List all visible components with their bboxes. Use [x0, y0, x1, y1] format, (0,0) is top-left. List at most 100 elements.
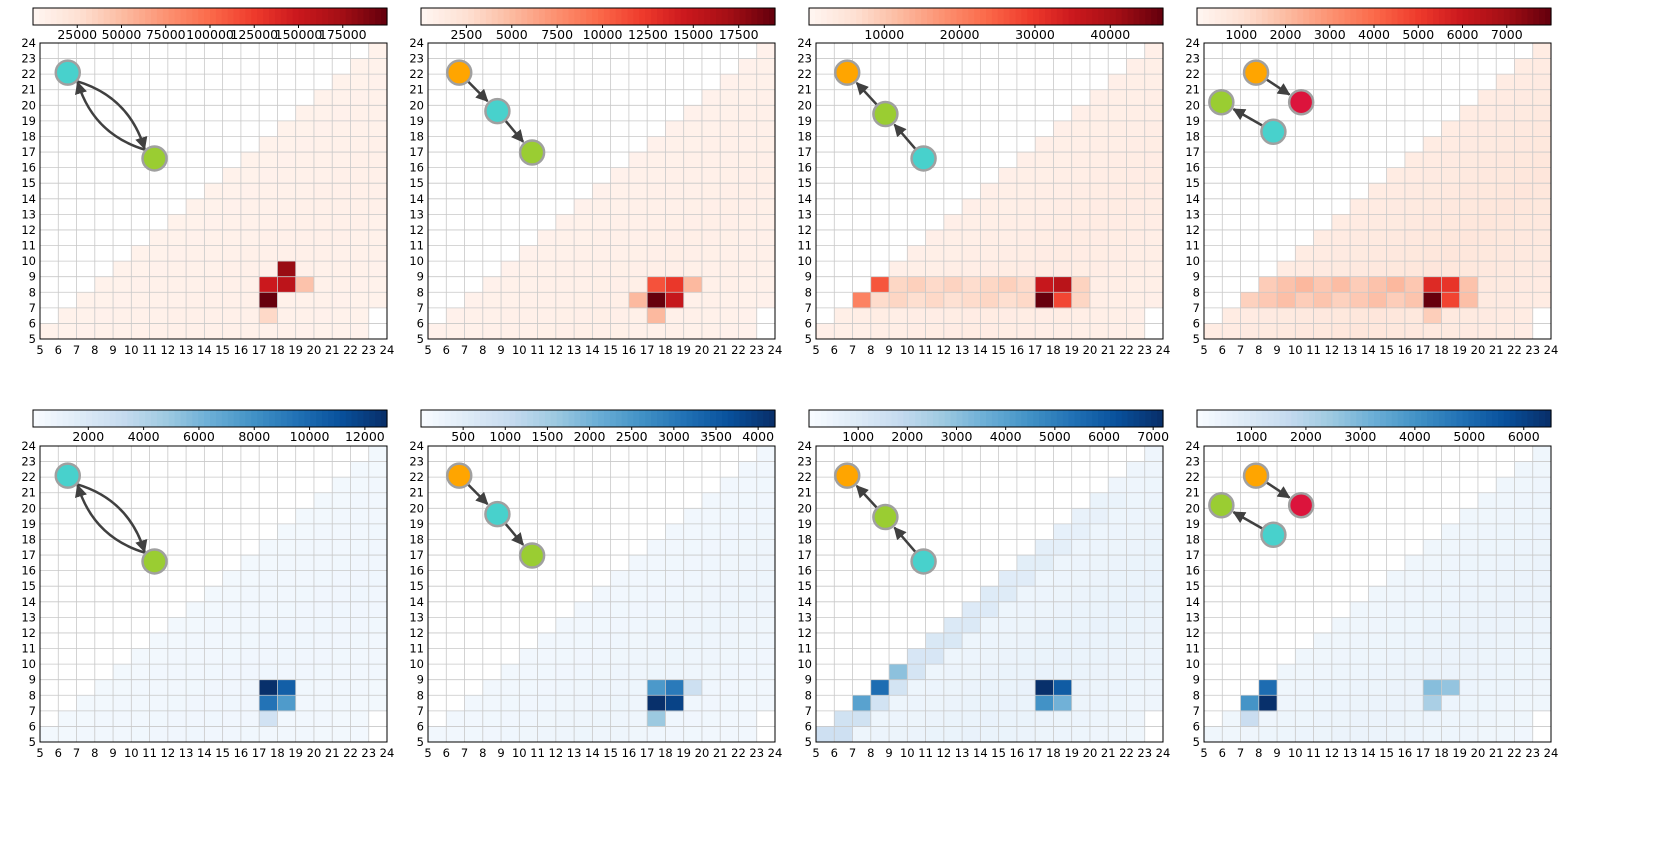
heatmap-cell — [1108, 508, 1127, 525]
y-tick-label: 7 — [805, 301, 812, 315]
plot-frame — [39, 445, 388, 743]
heatmap-cell — [907, 664, 926, 680]
heatmap-cell — [980, 586, 999, 603]
colorbar-segment — [1092, 410, 1099, 427]
colorbar-segment — [1350, 8, 1357, 25]
colorbar-segment — [1427, 410, 1434, 427]
motif-node — [54, 462, 82, 489]
y-tick-label: 17 — [797, 145, 812, 159]
heatmap-cell — [1035, 601, 1054, 618]
heatmap-cell — [1071, 601, 1091, 618]
tick-labels: 5566778899101011111212131314141515161617… — [1185, 36, 1558, 357]
heatmap-cell — [222, 214, 242, 231]
colorbar-segment — [1009, 8, 1017, 25]
heatmap-cell — [720, 89, 739, 106]
heatmap-cell — [720, 136, 739, 153]
heatmap-cell — [295, 261, 315, 277]
y-tick-label: 13 — [21, 207, 36, 221]
colorbar-segment — [186, 8, 193, 25]
colorbar-segment — [1261, 410, 1269, 427]
heatmap-panel-2: 2500 5000 7500 10000 12500 15000 1750055667788… — [409, 7, 782, 357]
colorbar-segment — [263, 8, 270, 25]
colorbar-segment — [1197, 8, 1204, 25]
heatmap-cell — [1459, 617, 1479, 634]
heatmap-cell — [628, 261, 648, 277]
colorbar-segment — [627, 8, 634, 25]
heatmap-cell — [240, 601, 260, 618]
heatmap-cell — [1089, 570, 1109, 587]
y-tick-label: 22 — [21, 470, 36, 484]
x-tick-label: 7 — [461, 343, 468, 357]
heatmap-cell — [1368, 601, 1387, 618]
heatmap-cell — [1459, 601, 1479, 618]
y-tick-label: 16 — [409, 564, 424, 578]
colorbar-segment — [133, 410, 140, 427]
heatmap-cell — [368, 664, 388, 680]
colorbar-segment — [62, 410, 69, 427]
heatmap-cell — [1459, 105, 1479, 122]
colorbar-segment — [139, 8, 146, 25]
heatmap-cell — [1108, 276, 1127, 293]
colorbar-tick-label: 100000 — [186, 27, 234, 42]
heatmap-cell — [592, 323, 611, 340]
heatmap-cell — [1404, 648, 1424, 665]
heatmap-cell — [962, 292, 981, 309]
heatmap-cell — [350, 292, 370, 309]
heatmap-cell — [1514, 292, 1534, 309]
colorbar-segment — [556, 410, 564, 427]
y-tick-label: 16 — [797, 161, 812, 175]
x-tick-label: 17 — [252, 343, 267, 357]
heatmap-cell — [1386, 601, 1406, 618]
heatmap-cell — [295, 539, 315, 556]
heatmap-cell — [665, 632, 684, 649]
heatmap-cell — [1459, 214, 1479, 231]
heatmap-cell — [313, 89, 333, 106]
heatmap-cell — [1532, 58, 1552, 75]
heatmap-cell — [574, 307, 593, 324]
heatmap-cell — [277, 648, 296, 665]
heatmap-cell — [1144, 648, 1164, 665]
heatmap-cell — [555, 648, 575, 665]
heatmap-cell — [1071, 120, 1091, 137]
colorbar-segment — [962, 410, 969, 427]
heatmap-cell — [368, 74, 388, 91]
heatmap-cell — [464, 710, 484, 727]
heatmap-cell — [131, 648, 150, 665]
heatmap-cell — [943, 664, 963, 680]
heatmap-cell — [1144, 492, 1164, 509]
x-tick-label: 5 — [424, 343, 431, 357]
heatmap-cell — [574, 695, 593, 712]
y-tick-label: 10 — [21, 657, 36, 671]
heatmap-cell — [610, 276, 630, 293]
heatmap-cell — [537, 710, 557, 727]
heatmap-cell — [1035, 198, 1054, 215]
heatmap-cell — [665, 648, 684, 665]
colorbar-segment — [444, 8, 452, 25]
heatmap-cell — [1277, 292, 1296, 309]
colorbar-segment — [1039, 8, 1046, 25]
x-tick-label: 9 — [1273, 343, 1280, 357]
x-tick-label: 5 — [812, 746, 819, 760]
colorbar-segment — [686, 8, 693, 25]
heatmap-cell — [1423, 539, 1442, 556]
heatmap-cell — [1108, 89, 1127, 106]
heatmap-cell — [295, 726, 315, 743]
heatmap-cell — [943, 292, 963, 309]
x-tick-label: 20 — [307, 343, 322, 357]
heatmap-cell — [1441, 586, 1460, 603]
heatmap-cell — [222, 710, 242, 727]
heatmap-cell — [943, 648, 963, 665]
heatmap-cell — [277, 710, 296, 727]
plot-frame — [815, 42, 1164, 340]
heatmap-cell — [998, 276, 1018, 293]
colorbar-segment — [339, 410, 347, 427]
tick-labels: 5566778899101011111212131314141515161617… — [409, 36, 782, 357]
heatmap-cell — [683, 648, 703, 665]
colorbar: 1000 2000 3000 4000 5000 6000 7000 — [1196, 7, 1552, 42]
heatmap-cell — [1532, 679, 1552, 696]
heatmap-panel-5: 2000 4000 6000 8000 10000 1200055667788991010… — [21, 409, 394, 760]
heatmap-cell — [1386, 726, 1406, 743]
x-tick-label: 14 — [585, 343, 600, 357]
heatmap-cell — [1126, 679, 1146, 696]
colorbar-segment — [1433, 8, 1440, 25]
